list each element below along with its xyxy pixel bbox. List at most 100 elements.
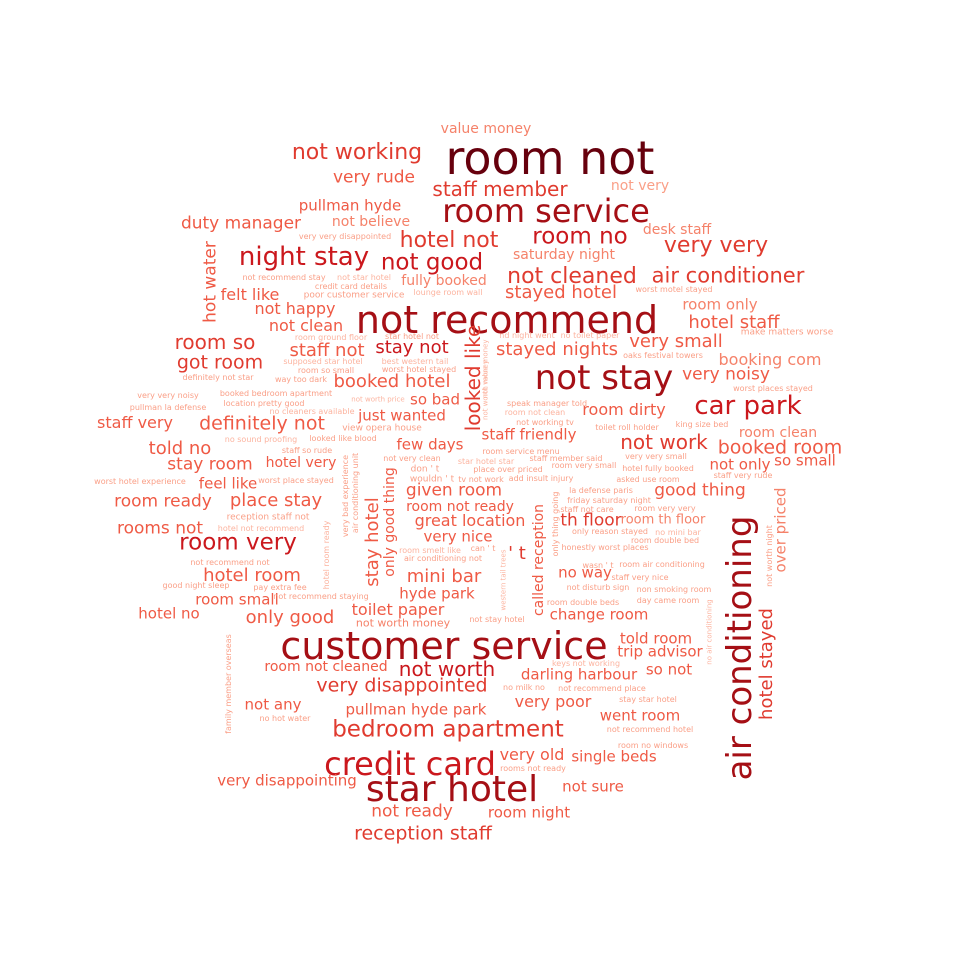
word-cloud-term: room double bed [630, 536, 700, 545]
word-cloud-term: credit card details [314, 282, 388, 291]
word-cloud-term: room ground floor [294, 333, 368, 342]
word-cloud-term: got room [176, 351, 264, 374]
word-cloud-term: tv not work [458, 475, 504, 484]
word-cloud-term: not worth money [355, 616, 451, 630]
word-cloud-term: pullman hyde park [345, 700, 487, 719]
word-cloud-term: star hotel not [385, 332, 439, 341]
word-cloud-term: place stay [229, 490, 323, 511]
word-cloud-term: reception staff [354, 822, 492, 845]
word-cloud-term: very bad experience [341, 454, 350, 538]
word-cloud-term: not recommend place [558, 684, 646, 693]
word-cloud-term: great location [414, 511, 526, 530]
word-cloud-term: not happy [254, 299, 336, 318]
word-cloud-term: only good [245, 607, 335, 628]
word-cloud-term: room ready [114, 491, 212, 512]
word-cloud-term: not cleaned [507, 264, 637, 289]
word-cloud-term: keys not working [551, 659, 621, 668]
word-cloud-term: looked like blood [309, 434, 377, 443]
word-cloud-term: booked hotel [333, 371, 451, 392]
word-cloud-term: stayed hotel [505, 282, 617, 303]
word-cloud-term: not good [380, 249, 484, 276]
word-cloud-term: looked like [461, 324, 485, 432]
word-cloud-term: good night sleep [162, 581, 230, 590]
word-cloud-term: room dirty [582, 400, 666, 419]
word-cloud-term: best western tail [381, 357, 449, 366]
word-cloud-term: value money [440, 121, 532, 137]
word-cloud-term: not recommend stay [242, 273, 326, 282]
word-cloud-term: not believe [331, 214, 411, 230]
word-cloud-term: western tail trees [499, 549, 508, 611]
word-cloud-term: stay star hotel [619, 695, 677, 704]
word-cloud-term: not recommend hotel [606, 725, 694, 734]
word-cloud-term: stay room [167, 454, 253, 475]
word-cloud-term: good thing [654, 480, 746, 501]
word-cloud-term: air conditioning [720, 515, 760, 781]
word-cloud-term: king size bed [675, 420, 729, 429]
word-cloud-term: desk staff [642, 222, 712, 238]
word-cloud-term: no hot water [259, 714, 311, 723]
word-cloud-term: not disturb sign [566, 583, 630, 592]
word-cloud-term: definitely not [199, 412, 325, 435]
word-cloud-term: worst places stayed [733, 384, 813, 393]
word-cloud-term: non smoking room [636, 585, 712, 594]
word-cloud-term: customer service [280, 624, 608, 668]
word-cloud-term: room air conditioning [619, 560, 705, 569]
word-cloud-term: hotel room [203, 565, 301, 586]
word-cloud-term: very disappointed [316, 674, 488, 697]
word-cloud-term: room very small [551, 461, 617, 470]
word-cloud-term: day came room [636, 596, 700, 605]
word-cloud-term: told room [619, 629, 693, 648]
word-cloud-term: only reason stayed [571, 527, 649, 536]
word-cloud-term: location pretty good [223, 399, 305, 408]
word-cloud-term: staff not [289, 340, 365, 361]
word-cloud-term: very very noisy [137, 391, 199, 400]
word-cloud-term: speak manager told [506, 399, 588, 408]
word-cloud-term: very old [499, 745, 565, 764]
word-cloud-term: staff very rude [713, 471, 773, 480]
word-cloud-term: lounge room wall [413, 288, 483, 297]
word-cloud-term: not worth price [351, 395, 405, 404]
word-cloud-term: felt like [220, 285, 280, 304]
word-cloud-term: no air conditioning [705, 599, 714, 665]
word-cloud-term: room service [442, 192, 650, 230]
word-cloud-term: rooms not ready [500, 764, 566, 773]
word-cloud-term: family member overseas [224, 634, 233, 734]
word-cloud-term: poor customer service [303, 290, 405, 301]
word-cloud-term: air conditioner [651, 263, 805, 288]
word-cloud-term: nd night went [499, 331, 555, 340]
word-cloud-term: staff so rude [281, 446, 333, 455]
word-cloud-term: single beds [571, 747, 657, 766]
word-cloud-term: worst hotel experience [94, 477, 186, 486]
word-cloud-term: th floor [560, 510, 622, 531]
word-cloud-term: don ' t [410, 464, 440, 475]
word-cloud-term: so bad [410, 390, 460, 409]
word-cloud-term: feel like [198, 474, 258, 493]
word-cloud-term: hotel not recommend [217, 524, 305, 533]
word-cloud-term: not recommend [355, 298, 659, 342]
word-cloud-term: staff not care [560, 505, 614, 514]
word-cloud-term: room th floor [620, 512, 706, 528]
word-cloud-term: no sound proofing [224, 435, 298, 444]
word-cloud-term: not work [620, 430, 708, 454]
word-cloud-term: trip advisor [617, 642, 703, 661]
word-cloud-term: night stay [238, 242, 370, 272]
word-cloud-term: hotel very [265, 455, 337, 471]
word-cloud-term: pullman la defense [129, 403, 207, 412]
word-cloud-term: room double beds [546, 598, 620, 607]
word-cloud-term: friday saturday night [567, 496, 651, 505]
word-cloud-term: staff member [432, 177, 568, 201]
word-cloud-term: supposed star hotel [283, 357, 363, 366]
word-cloud-term: room not ready [406, 499, 514, 515]
word-cloud-term: not clean [268, 316, 344, 335]
word-cloud-term: very poor [514, 692, 592, 711]
word-cloud-term: not only [709, 455, 771, 474]
word-cloud-term: staff friendly [481, 425, 577, 444]
word-cloud-term: only thing going [551, 491, 560, 557]
word-cloud-term: room clean [738, 425, 818, 441]
word-cloud-term: hotel fully booked [622, 464, 694, 473]
word-cloud-term: not very [610, 178, 670, 194]
word-cloud-term: room no windows [617, 741, 689, 750]
word-cloud-term: hotel no [138, 604, 200, 623]
word-cloud-term: stayed nights [495, 339, 619, 360]
word-cloud-term: stay not [375, 337, 449, 358]
